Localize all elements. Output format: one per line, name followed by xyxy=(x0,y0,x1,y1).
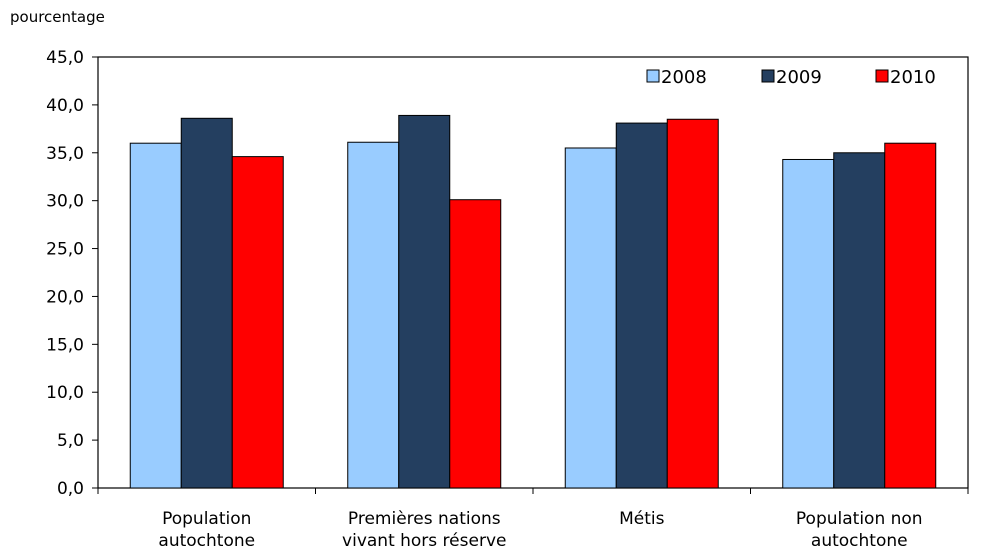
y-axis-label: pourcentage xyxy=(10,8,105,26)
bars xyxy=(129,114,937,489)
legend-swatch-2009 xyxy=(761,69,775,83)
bar-2009 xyxy=(833,152,886,489)
y-tick-label: 25,0 xyxy=(46,240,84,260)
legend-label: 2008 xyxy=(661,67,707,88)
y-tick-label: 5,0 xyxy=(57,431,84,451)
legend-label: 2010 xyxy=(890,67,936,88)
bar-2009 xyxy=(180,117,233,489)
bar-2009 xyxy=(398,114,451,489)
y-tick-label: 15,0 xyxy=(46,335,84,355)
category-label: autochtone xyxy=(811,531,908,551)
bar-2010 xyxy=(666,118,719,489)
category-label: Population xyxy=(162,509,251,529)
y-tick-label: 45,0 xyxy=(46,48,84,68)
category-label: Population non xyxy=(796,509,923,529)
y-tick-label: 20,0 xyxy=(46,287,84,307)
y-tick-label: 10,0 xyxy=(46,383,84,403)
y-tick-label: 30,0 xyxy=(46,192,84,212)
bar-2010 xyxy=(231,156,284,489)
category-label: Premières nations xyxy=(348,509,501,529)
y-tick-label: 35,0 xyxy=(46,144,84,164)
legend-swatch-2010 xyxy=(875,69,889,83)
bar-2010 xyxy=(884,142,937,489)
legend: 2008 2009 2010 xyxy=(646,67,936,88)
legend-swatch-2008 xyxy=(646,69,660,83)
bar-2009 xyxy=(615,122,668,489)
bar-2008 xyxy=(782,158,835,489)
bar-2008 xyxy=(564,147,617,489)
bar-2008 xyxy=(129,142,182,489)
category-label: autochtone xyxy=(158,531,255,551)
legend-label: 2009 xyxy=(776,67,822,88)
y-tick-label: 0,0 xyxy=(57,479,84,499)
bar-2010 xyxy=(449,199,502,489)
bar-2008 xyxy=(347,141,400,489)
category-label: vivant hors réserve xyxy=(342,531,506,551)
y-tick-label: 40,0 xyxy=(46,96,84,116)
category-label: Métis xyxy=(619,509,665,529)
y-axis: 0,0 5,0 10,0 15,0 20,0 25,0 30,0 35,0 40,0 45,0 xyxy=(46,48,98,499)
